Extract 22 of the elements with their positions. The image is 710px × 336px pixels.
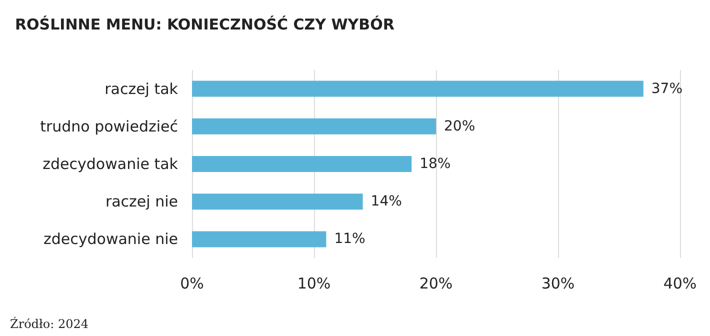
y-tick-label: raczej nie (105, 192, 178, 211)
text: Źródło: 2024 (10, 316, 89, 331)
y-tick-label: zdecydowanie tak (42, 155, 178, 173)
data-label: 11% (334, 231, 366, 248)
x-tick-label: 20% (419, 274, 453, 292)
x-tick-label: 10% (297, 274, 331, 292)
x-tick-label: 30% (541, 274, 575, 292)
chart-title: ROŚLINNE MENU: KONIECZNOŚĆ CZY WYBÓR (15, 16, 395, 34)
bar (192, 118, 436, 134)
x-tick-label: 0% (180, 274, 204, 292)
y-tick-label: zdecydowanie nie (44, 230, 178, 248)
data-label: 14% (370, 194, 402, 210)
bar (192, 194, 363, 210)
y-tick-label: trudno powiedzieć (40, 117, 178, 136)
y-tick-label: raczej tak (104, 80, 178, 98)
data-label: 20% (444, 118, 476, 134)
bar (192, 156, 412, 172)
x-tick-label: 40% (663, 274, 697, 292)
bar (192, 231, 326, 248)
bar (192, 80, 644, 97)
data-label: 18% (420, 156, 451, 172)
data-label: 37% (651, 80, 683, 97)
